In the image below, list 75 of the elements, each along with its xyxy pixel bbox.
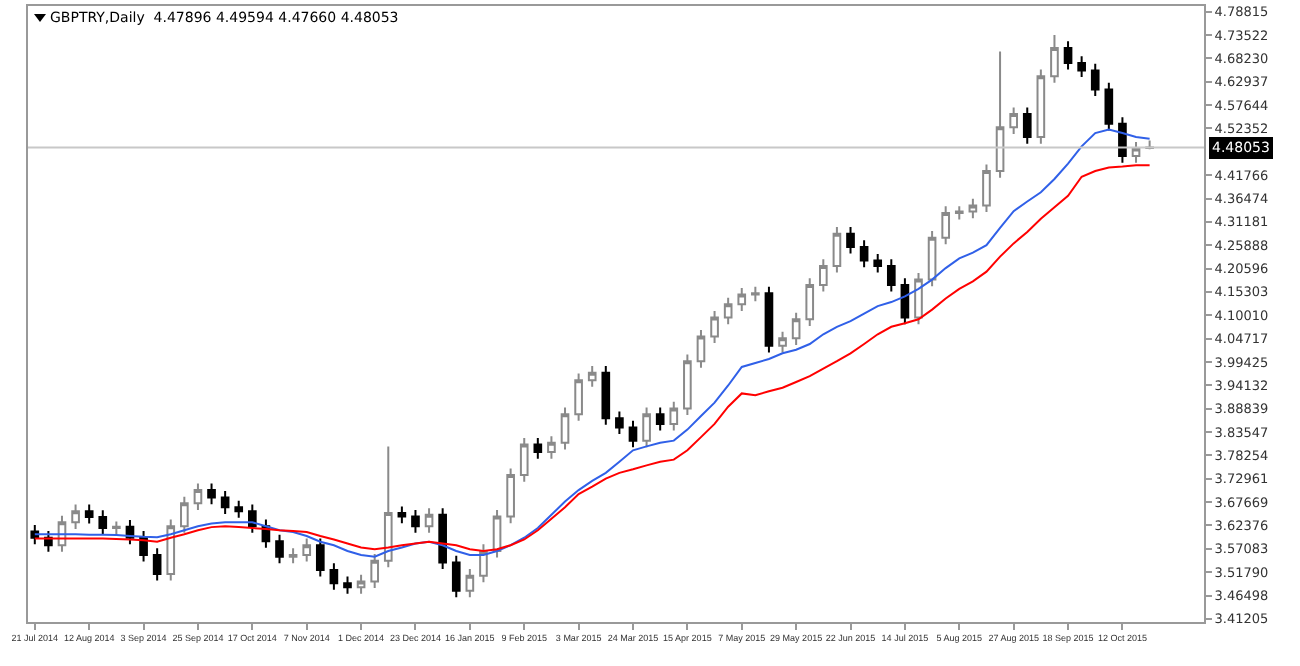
- candlestick: [683, 353, 692, 417]
- candlestick: [560, 406, 570, 451]
- candlestick: [642, 406, 651, 449]
- candlestick: [1131, 140, 1141, 164]
- candlestick: [696, 328, 706, 369]
- candlestick: [886, 258, 896, 293]
- candlestick: [519, 437, 529, 483]
- candlestick: [234, 499, 244, 519]
- candlestick: [941, 205, 951, 246]
- candlestick: [954, 205, 964, 221]
- candlestick: [343, 575, 352, 595]
- candlestick: [329, 562, 339, 591]
- candlestick: [207, 482, 216, 506]
- candlestick: [791, 311, 801, 346]
- candlestick: [751, 285, 760, 303]
- candlestick: [479, 543, 488, 584]
- candlestick: [778, 330, 787, 354]
- candlestick: [98, 509, 108, 536]
- candlestick: [819, 258, 828, 293]
- candlestick: [438, 507, 447, 571]
- candlestick: [30, 523, 40, 546]
- candlestick: [220, 489, 230, 515]
- candlestick: [968, 197, 978, 220]
- candlestick: [982, 163, 991, 214]
- candlestick: [451, 554, 461, 599]
- candlestick: [846, 226, 855, 255]
- candlestick: [275, 533, 284, 565]
- candlestick: [180, 495, 189, 534]
- candlestick: [1077, 55, 1086, 79]
- candlestick: [71, 503, 80, 530]
- candlestick: [248, 503, 257, 534]
- candlestick: [506, 467, 515, 525]
- candlestick: [1050, 34, 1059, 84]
- candlestick: [873, 252, 883, 274]
- candlestick: [655, 406, 665, 432]
- candlestick: [832, 226, 842, 274]
- candlestick: [370, 553, 380, 590]
- candlestick: [411, 508, 420, 534]
- candlestick: [859, 239, 869, 269]
- candlestick: [1104, 81, 1114, 132]
- candlestick: [424, 507, 434, 534]
- candlestick: [465, 568, 475, 599]
- candlestick: [533, 437, 543, 460]
- candlestick: [737, 286, 747, 312]
- candlestick: [1022, 106, 1032, 145]
- candlestick: [628, 419, 638, 449]
- candlestick: [587, 365, 597, 388]
- candlestick: [302, 537, 312, 563]
- candlestick: [112, 520, 121, 536]
- candlestick: [995, 50, 1005, 179]
- candlestick: [574, 372, 583, 422]
- candlestick: [383, 445, 393, 569]
- candlestick: [193, 482, 203, 511]
- candlestick: [547, 435, 556, 460]
- candlestick: [615, 410, 624, 436]
- candlestick: [139, 530, 148, 563]
- candlestick: [723, 296, 733, 326]
- candlestick: [288, 547, 298, 565]
- candlestick: [764, 285, 774, 354]
- candlestick: [669, 400, 679, 432]
- candlestick: [152, 547, 162, 582]
- candlestick: [710, 309, 719, 345]
- candlestick: [1063, 40, 1073, 71]
- candlestick: [84, 503, 94, 525]
- candlestick: [315, 537, 325, 578]
- candlestick: [1036, 68, 1046, 145]
- candlestick: [1009, 106, 1018, 135]
- candlestick: [601, 365, 611, 426]
- candlestick: [166, 518, 176, 582]
- candlestick: [397, 505, 407, 525]
- candlestick: [1090, 62, 1100, 98]
- candlestick: [805, 277, 815, 327]
- candlestick: [356, 573, 366, 595]
- candlestick: [914, 271, 923, 326]
- candlestick: [927, 230, 937, 288]
